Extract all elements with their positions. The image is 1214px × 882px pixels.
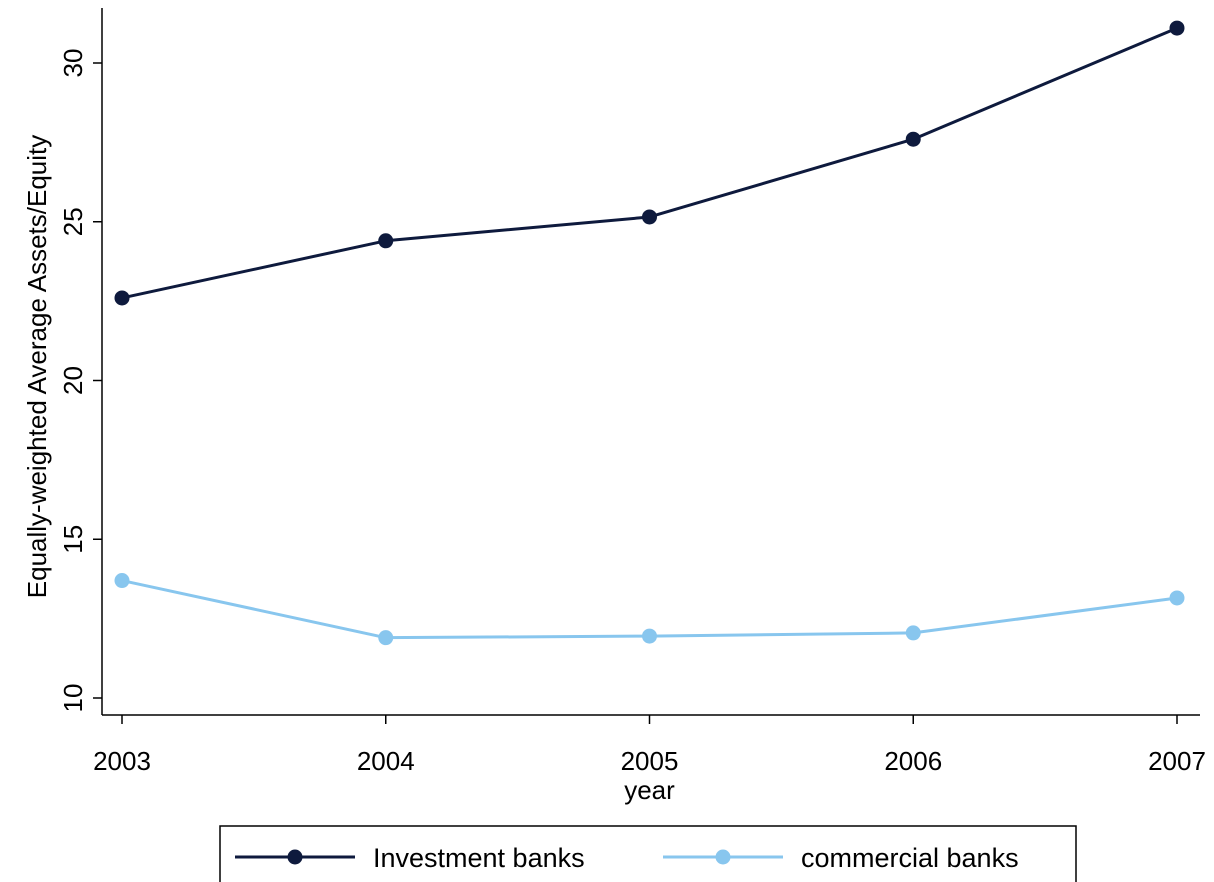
x-tick-label: 2007 bbox=[1148, 746, 1206, 776]
y-tick-label: 20 bbox=[58, 366, 88, 395]
series-0 bbox=[114, 20, 1185, 306]
data-point bbox=[1169, 590, 1185, 606]
y-ticks: 10 15 20 25 30 bbox=[58, 49, 102, 713]
data-point bbox=[114, 290, 130, 306]
data-point bbox=[905, 131, 921, 147]
x-tick-label: 2003 bbox=[93, 746, 151, 776]
y-axis-title: Equally-weighted Average Assets/Equity bbox=[22, 135, 52, 598]
x-tick-label: 2006 bbox=[884, 746, 942, 776]
data-point bbox=[642, 628, 657, 644]
x-tick-label: 2004 bbox=[357, 746, 415, 776]
y-tick-label: 15 bbox=[58, 525, 88, 554]
y-tick-label: 10 bbox=[58, 684, 88, 713]
data-point bbox=[114, 573, 130, 589]
legend-swatch-marker bbox=[287, 849, 303, 865]
series-line bbox=[121, 26, 1178, 300]
data-point bbox=[905, 625, 921, 641]
axes: 10 15 20 25 30 2003 2004 2005 2006 2007 bbox=[58, 8, 1206, 776]
x-axis-title: year bbox=[624, 775, 675, 805]
legend-label: commercial banks bbox=[801, 843, 1019, 873]
plot-series bbox=[114, 20, 1185, 646]
data-point bbox=[378, 630, 394, 646]
x-ticks: 2003 2004 2005 2006 2007 bbox=[93, 715, 1206, 776]
y-tick-label: 30 bbox=[58, 49, 88, 78]
data-point bbox=[642, 209, 657, 225]
y-tick-label: 25 bbox=[58, 207, 88, 236]
legend: Investment banks commercial banks bbox=[219, 825, 1077, 882]
legend-swatch-marker bbox=[715, 849, 731, 865]
legend-label: Investment banks bbox=[373, 843, 585, 873]
data-point bbox=[378, 233, 394, 249]
series-1 bbox=[114, 573, 1185, 646]
data-point bbox=[1169, 20, 1185, 36]
x-tick-label: 2005 bbox=[621, 746, 679, 776]
legend-box bbox=[219, 825, 1077, 882]
